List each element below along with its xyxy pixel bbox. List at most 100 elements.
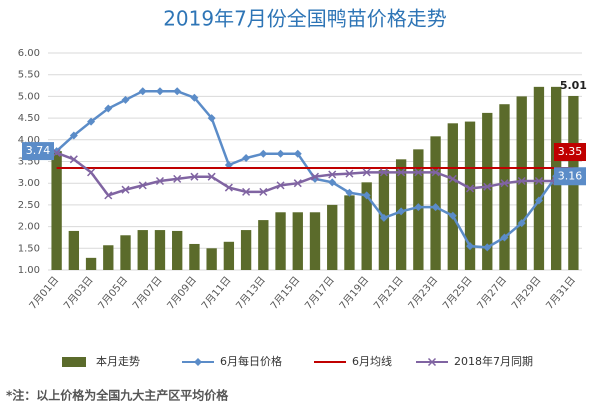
- marker: [483, 243, 492, 252]
- marker: [345, 188, 354, 197]
- bar: [361, 182, 372, 270]
- marker: [87, 117, 96, 126]
- marker: [207, 172, 216, 181]
- line: [56, 151, 574, 197]
- bar: [154, 230, 166, 270]
- bar: [103, 245, 114, 270]
- x-tick-label: 7月21日: [371, 274, 405, 312]
- x-tick-label: 7月03日: [61, 274, 95, 312]
- marker: [293, 179, 302, 188]
- marker: [52, 148, 61, 157]
- x-tick-label: 7月11日: [199, 274, 233, 312]
- x-tick-label: 7月27日: [475, 274, 509, 312]
- marker: [431, 168, 440, 177]
- legend-label: 2018年7月同期: [454, 354, 533, 368]
- marker: [224, 183, 233, 192]
- y-tick-label: 1.00: [18, 265, 40, 276]
- marker: [466, 184, 475, 193]
- x-tick-label: 7月01日: [27, 274, 61, 312]
- legend-marker: [427, 357, 437, 367]
- marker: [466, 242, 475, 251]
- marker: [69, 131, 78, 140]
- marker: [138, 181, 147, 190]
- marker: [190, 172, 199, 181]
- marker: [242, 154, 251, 163]
- marker: [500, 233, 509, 242]
- marker: [448, 211, 457, 220]
- marker: [155, 87, 164, 96]
- bar: [309, 212, 321, 270]
- marker: [69, 155, 78, 164]
- x-tick-label: 7月15日: [268, 274, 302, 312]
- x-tick-label: 7月09日: [165, 274, 199, 312]
- marker: [517, 219, 526, 228]
- marker: [483, 182, 492, 191]
- marker: [328, 178, 337, 187]
- marker: [345, 169, 354, 178]
- marker: [104, 191, 113, 200]
- marker: [207, 114, 216, 123]
- marker: [414, 203, 423, 212]
- marker: [448, 174, 457, 183]
- y-tick-label: 4.00: [18, 135, 40, 146]
- marker: [259, 187, 268, 196]
- marker: [190, 93, 199, 102]
- y-tick-label: 4.50: [18, 113, 40, 124]
- bar: [258, 220, 269, 270]
- y-tick-label: 3.00: [18, 178, 40, 189]
- bar: [292, 212, 303, 270]
- bar: [85, 257, 97, 270]
- x-tick-label: 7月13日: [234, 274, 268, 312]
- marker: [500, 179, 509, 188]
- line: [55, 89, 558, 249]
- footnote: *注：以上价格为全国九大主产区平均价格: [6, 388, 229, 403]
- legend-label: 6月每日价格: [220, 354, 282, 368]
- data-label: 3.16: [558, 169, 583, 182]
- label-box: [554, 143, 586, 162]
- marker: [431, 203, 440, 212]
- x-tick-label: 7月19日: [337, 274, 371, 312]
- bar: [172, 230, 183, 270]
- marker: [138, 87, 147, 96]
- marker: [517, 176, 526, 186]
- marker: [379, 213, 388, 222]
- marker: [242, 187, 251, 196]
- data-label: 3.35: [558, 145, 583, 158]
- marker: [155, 176, 164, 186]
- x-tick-label: 7月25日: [440, 274, 474, 312]
- x-tick-label: 7月05日: [96, 274, 130, 312]
- data-label: 3.74: [26, 144, 51, 157]
- marker: [328, 170, 337, 179]
- bar: [482, 112, 493, 270]
- data-label: 5.01: [560, 79, 587, 92]
- bar: [51, 151, 62, 270]
- marker: [397, 168, 406, 177]
- marker: [173, 87, 182, 96]
- marker: [414, 168, 423, 177]
- chart-title: 2019年7月份全国鸭苗价格走势: [163, 7, 447, 31]
- marker: [276, 149, 285, 158]
- marker: [173, 174, 182, 183]
- y-tick-label: 2.00: [18, 222, 40, 233]
- bar: [516, 96, 527, 271]
- bar: [120, 235, 131, 270]
- x-tick-label: 7月07日: [130, 274, 164, 312]
- y-tick-label: 5.00: [18, 91, 40, 102]
- marker: [121, 95, 130, 104]
- y-tick-label: 1.50: [18, 243, 40, 254]
- marker: [397, 207, 406, 216]
- marker: [87, 168, 96, 177]
- y-tick-label: 6.00: [18, 48, 40, 59]
- marker: [104, 104, 113, 113]
- bar: [206, 248, 217, 270]
- label-box: [22, 142, 54, 161]
- marker: [534, 196, 543, 205]
- bar: [447, 123, 458, 270]
- marker: [259, 149, 268, 158]
- legend-swatch: [62, 357, 86, 367]
- y-tick-label: 2.50: [18, 200, 40, 211]
- x-tick-label: 7月17日: [303, 274, 337, 312]
- bar: [223, 241, 235, 270]
- y-tick-label: 3.50: [18, 157, 40, 168]
- marker: [224, 160, 233, 169]
